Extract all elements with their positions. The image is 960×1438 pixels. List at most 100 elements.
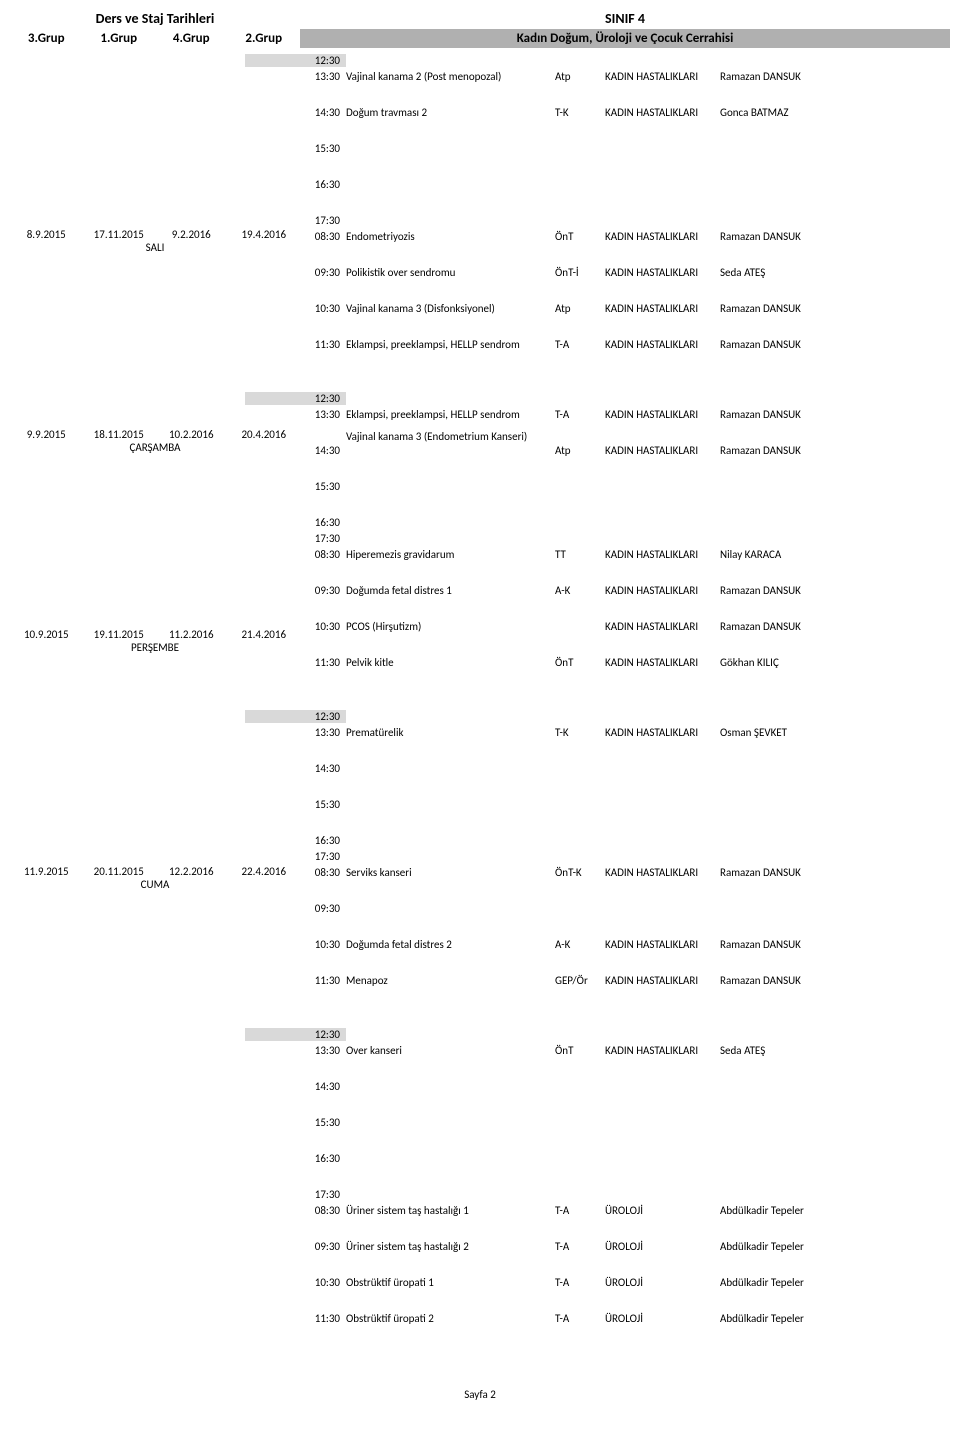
schedule-row: 16:30 [300, 834, 950, 850]
schedule-row: 10:30PCOS (Hirşutizm)KADIN HASTALIKLARIR… [300, 620, 950, 636]
schedule-row: 14:30Vajinal kanama 3 (Endometrium Kanse… [300, 444, 950, 460]
time-cell: 12:30 [300, 392, 346, 405]
topic-cell: Menapoz [346, 974, 555, 987]
schedule-row: 11:30Pelvik kitleÖnTKADIN HASTALIKLARIGö… [300, 656, 950, 672]
schedule-row: 10:30Vajinal kanama 3 (Disfonksiyonel)At… [300, 302, 950, 318]
time-cell: 12:30 [300, 1028, 346, 1041]
schedule-row: 17:30 [300, 532, 950, 548]
topic-cell: Doğumda fetal distres 1 [346, 584, 555, 597]
code-cell: T-A [555, 1204, 605, 1217]
schedule-row: 13:30Over kanseriÖnTKADIN HASTALIKLARISe… [300, 1044, 950, 1060]
time-cell: 11:30 [300, 1312, 346, 1325]
dept-cell: KADIN HASTALIKLARI [605, 106, 720, 119]
time-cell: 09:30 [300, 266, 346, 279]
time-cell: 16:30 [300, 1152, 346, 1165]
schedule-row: 17:30 [300, 214, 950, 230]
dept-cell: KADIN HASTALIKLARI [605, 230, 720, 243]
group-headers: 3.Grup 1.Grup 4.Grup 2.Grup [10, 31, 300, 46]
date-cell: 10.2.2016 [155, 428, 228, 441]
dept-cell: KADIN HASTALIKLARI [605, 338, 720, 351]
code-cell: ÖnT [555, 230, 605, 243]
time-cell: 17:30 [300, 1188, 346, 1201]
instructor-cell: Abdülkadir Tepeler [720, 1204, 850, 1217]
day-name: CUMA [10, 878, 300, 891]
schedule-row: 12:30 [300, 392, 950, 408]
time-cell: 17:30 [300, 532, 346, 545]
schedule-row: 13:30Vajinal kanama 2 (Post menopozal)At… [300, 70, 950, 86]
dept-cell: KADIN HASTALIKLARI [605, 266, 720, 279]
topic-cell: PCOS (Hirşutizm) [346, 620, 555, 633]
topic-cell: Üriner sistem taş hastalığı 1 [346, 1204, 555, 1217]
schedule-row: 11:30MenapozGEP/ÖrKADIN HASTALIKLARIRama… [300, 974, 950, 990]
time-cell: 15:30 [300, 1116, 346, 1129]
instructor-cell: Abdülkadir Tepeler [720, 1276, 850, 1289]
dept-cell: KADIN HASTALIKLARI [605, 656, 720, 669]
time-cell: 09:30 [300, 584, 346, 597]
schedule-row: 17:30 [300, 1188, 950, 1204]
topic-cell: Obstrüktif üropati 1 [346, 1276, 555, 1289]
time-cell: 16:30 [300, 516, 346, 529]
date-cell: 11.9.2015 [10, 865, 83, 878]
instructor-cell: Ramazan DANSUK [720, 620, 850, 633]
instructor-cell: Ramazan DANSUK [720, 70, 850, 83]
code-cell: T-A [555, 338, 605, 351]
instructor-cell: Ramazan DANSUK [720, 938, 850, 951]
date-cell: 20.4.2016 [228, 428, 301, 441]
group-4: 4.Grup [155, 31, 228, 46]
code-cell: ÖnT [555, 1044, 605, 1057]
schedule-row: 08:30Serviks kanseriÖnT-KKADIN HASTALIKL… [300, 866, 950, 882]
instructor-cell: Ramazan DANSUK [720, 866, 850, 879]
code-cell: T-A [555, 408, 605, 421]
date-cell: 21.4.2016 [228, 628, 301, 641]
instructor-cell: Gökhan KILIÇ [720, 656, 850, 669]
day-dates: 9.9.201518.11.201510.2.201620.4.2016 [10, 428, 300, 441]
topic-cell: Hiperemezis gravidarum [346, 548, 555, 561]
dept-cell: KADIN HASTALIKLARI [605, 70, 720, 83]
time-cell: 10:30 [300, 1276, 346, 1289]
code-cell: Atp [555, 70, 605, 83]
dept-cell: ÜROLOJİ [605, 1204, 720, 1217]
schedule-row: 15:30 [300, 480, 950, 496]
code-cell: ÖnT [555, 656, 605, 669]
code-cell: T-A [555, 1240, 605, 1253]
schedule-row: 15:30 [300, 142, 950, 158]
topic-cell: Eklampsi, preeklampsi, HELLP sendrom [346, 338, 555, 351]
code-cell: T-A [555, 1276, 605, 1289]
instructor-cell: Seda ATEŞ [720, 266, 850, 279]
time-cell: 16:30 [300, 178, 346, 191]
code-cell: T-A [555, 1312, 605, 1325]
topic-cell: Over kanseri [346, 1044, 555, 1057]
topic-cell: Vajinal kanama 3 (Endometrium Kanseri) [346, 430, 555, 443]
dates-column: 8.9.201517.11.20159.2.201619.4.2016SALI9… [10, 54, 300, 1348]
dept-cell: KADIN HASTALIKLARI [605, 974, 720, 987]
dept-cell: KADIN HASTALIKLARI [605, 548, 720, 561]
code-cell: Atp [555, 444, 605, 457]
topic-cell: Obstrüktif üropati 2 [346, 1312, 555, 1325]
schedule-row: 15:30 [300, 1116, 950, 1132]
topic-cell: Serviks kanseri [346, 866, 555, 879]
header-row: Ders ve Staj Tarihleri SINIF 4 [10, 10, 950, 27]
instructor-cell: Ramazan DANSUK [720, 974, 850, 987]
dept-cell: KADIN HASTALIKLARI [605, 938, 720, 951]
date-cell: 19.11.2015 [83, 628, 156, 641]
instructor-cell: Ramazan DANSUK [720, 408, 850, 421]
time-cell: 11:30 [300, 338, 346, 351]
schedule-row: 15:30 [300, 798, 950, 814]
day-name: SALI [10, 241, 300, 254]
schedule-row: 16:30 [300, 1152, 950, 1168]
schedule-row: 13:30Eklampsi, preeklampsi, HELLP sendro… [300, 408, 950, 424]
dept-cell: KADIN HASTALIKLARI [605, 726, 720, 739]
day-block: 11.9.201520.11.201512.2.201622.4.2016CUM… [10, 865, 300, 891]
code-cell: A-K [555, 584, 605, 597]
instructor-cell: Ramazan DANSUK [720, 302, 850, 315]
schedule-row: 14:30 [300, 762, 950, 778]
date-cell: 19.4.2016 [228, 228, 301, 241]
day-dates: 10.9.201519.11.201511.2.201621.4.2016 [10, 628, 300, 641]
time-cell: 15:30 [300, 798, 346, 811]
topic-cell: Doğum travması 2 [346, 106, 555, 119]
schedule-row: 09:30Polikistik over sendromuÖnT-İKADIN … [300, 266, 950, 282]
day-dates: 11.9.201520.11.201512.2.201622.4.2016 [10, 865, 300, 878]
header-left: Ders ve Staj Tarihleri [10, 10, 300, 27]
dept-cell: KADIN HASTALIKLARI [605, 1044, 720, 1057]
time-cell: 14:30 [300, 762, 346, 775]
